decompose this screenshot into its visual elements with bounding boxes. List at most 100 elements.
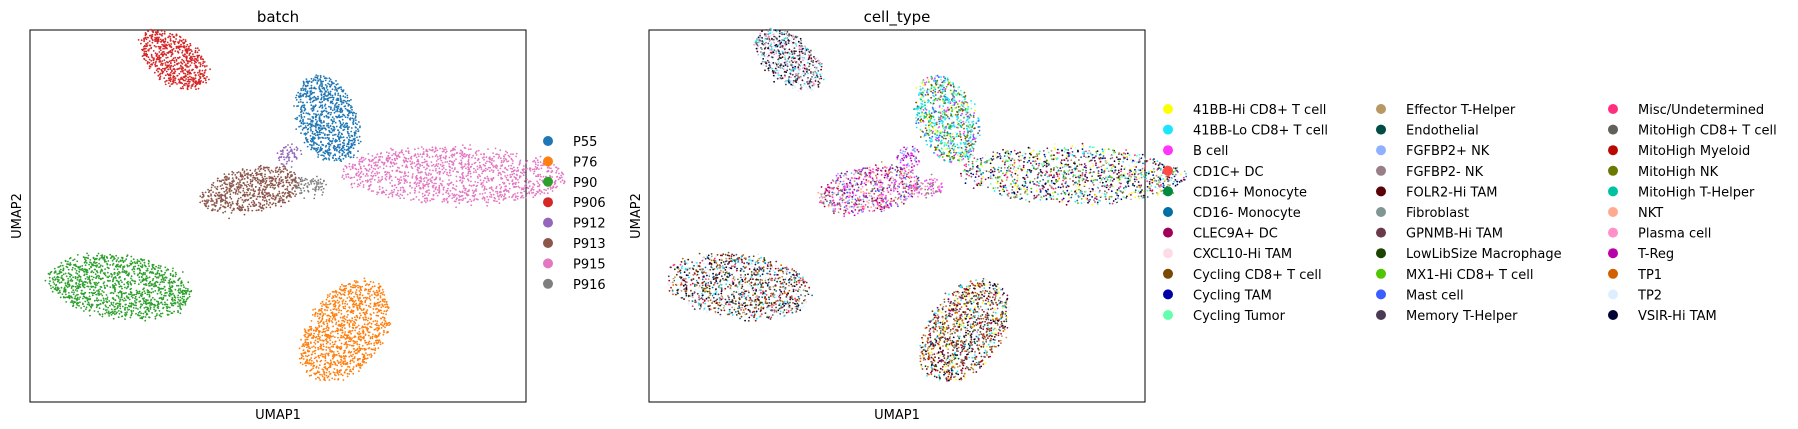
scatter-point <box>396 178 399 181</box>
scatter-point <box>283 201 286 204</box>
scatter-point <box>388 177 391 180</box>
scatter-point <box>148 61 151 64</box>
scatter-point <box>522 169 524 172</box>
scatter-point <box>319 74 322 77</box>
scatter-point <box>169 287 171 290</box>
scatter-point <box>335 106 337 109</box>
scatter-point <box>185 287 187 290</box>
scatter-point <box>230 204 232 207</box>
scatter-point <box>117 295 120 298</box>
scatter-point <box>502 161 505 163</box>
scatter-point <box>281 163 284 166</box>
scatter-point <box>323 180 325 183</box>
scatter-point <box>214 209 216 211</box>
scatter-point <box>151 296 154 299</box>
scatter-point <box>422 183 424 185</box>
scatter-point <box>164 276 167 279</box>
scatter-point <box>178 56 181 59</box>
scatter-point <box>130 314 133 317</box>
scatter-point <box>418 184 420 187</box>
scatter-point <box>364 167 367 170</box>
scatter-point <box>274 171 277 174</box>
scatter-point <box>540 167 543 170</box>
scatter-point <box>277 173 280 176</box>
scatter-point <box>115 294 118 297</box>
scatter-point <box>504 193 506 195</box>
scatter-point <box>257 181 259 184</box>
scatter-point <box>390 175 393 178</box>
scatter-point <box>501 194 504 197</box>
scatter-point <box>104 297 107 300</box>
scatter-point <box>143 57 146 60</box>
scatter-point <box>432 194 435 197</box>
scatter-point <box>64 260 67 263</box>
scatter-point <box>106 262 108 265</box>
scatter-point <box>441 168 444 171</box>
scatter-point <box>163 285 166 288</box>
scatter-point <box>165 305 168 308</box>
scatter-point <box>351 117 354 120</box>
scatter-point <box>399 197 402 200</box>
scatter-point <box>487 148 489 151</box>
scatter-point <box>266 193 268 196</box>
scatter-point <box>341 152 344 155</box>
scatter-point <box>258 186 261 189</box>
scatter-point <box>314 186 317 189</box>
scatter-point <box>119 305 121 308</box>
scatter-point <box>303 189 306 192</box>
scatter-point <box>99 313 101 316</box>
scatter-point <box>176 46 179 48</box>
scatter-point <box>146 267 149 270</box>
scatter-point <box>214 195 217 197</box>
scatter-point <box>351 108 353 111</box>
scatter-point <box>136 291 138 294</box>
scatter-point <box>255 174 258 177</box>
scatter-point <box>185 82 188 85</box>
scatter-point <box>51 290 54 293</box>
scatter-point <box>403 182 406 185</box>
scatter-point <box>343 105 346 108</box>
scatter-point <box>231 201 234 203</box>
scatter-point <box>166 268 169 271</box>
scatter-point <box>524 197 527 199</box>
scatter-point <box>449 194 451 197</box>
scatter-point <box>188 82 190 85</box>
scatter-point <box>351 165 354 168</box>
scatter-point <box>106 296 109 299</box>
scatter-point <box>237 197 240 200</box>
scatter-point <box>358 158 361 161</box>
scatter-point <box>331 81 333 84</box>
scatter-point <box>171 69 173 72</box>
scatter-point <box>374 174 377 177</box>
scatter-point <box>441 161 444 164</box>
scatter-point <box>169 35 172 38</box>
scatter-point <box>337 133 340 136</box>
scatter-point <box>398 156 401 159</box>
scatter-point <box>368 185 371 188</box>
scatter-point <box>339 143 342 146</box>
scatter-point <box>89 288 91 291</box>
scatter-point <box>202 62 204 65</box>
scatter-point <box>137 308 139 310</box>
scatter-point <box>412 173 414 175</box>
scatter-point <box>431 146 434 149</box>
scatter-point <box>407 147 409 150</box>
scatter-point <box>151 288 153 290</box>
scatter-point <box>407 157 410 160</box>
scatter-point <box>181 62 184 65</box>
scatter-point <box>409 181 411 184</box>
scatter-point <box>94 262 97 264</box>
scatter-point <box>162 67 164 70</box>
scatter-point <box>302 85 305 87</box>
scatter-point <box>359 182 362 185</box>
scatter-point <box>148 34 151 37</box>
scatter-point <box>143 40 146 43</box>
scatter-point <box>177 78 180 81</box>
scatter-point <box>328 145 331 148</box>
scatter-point <box>287 144 289 146</box>
scatter-point <box>278 166 281 169</box>
scatter-point <box>159 60 162 63</box>
scatter-point <box>190 56 192 58</box>
scatter-point <box>425 150 428 153</box>
scatter-point <box>448 183 451 185</box>
